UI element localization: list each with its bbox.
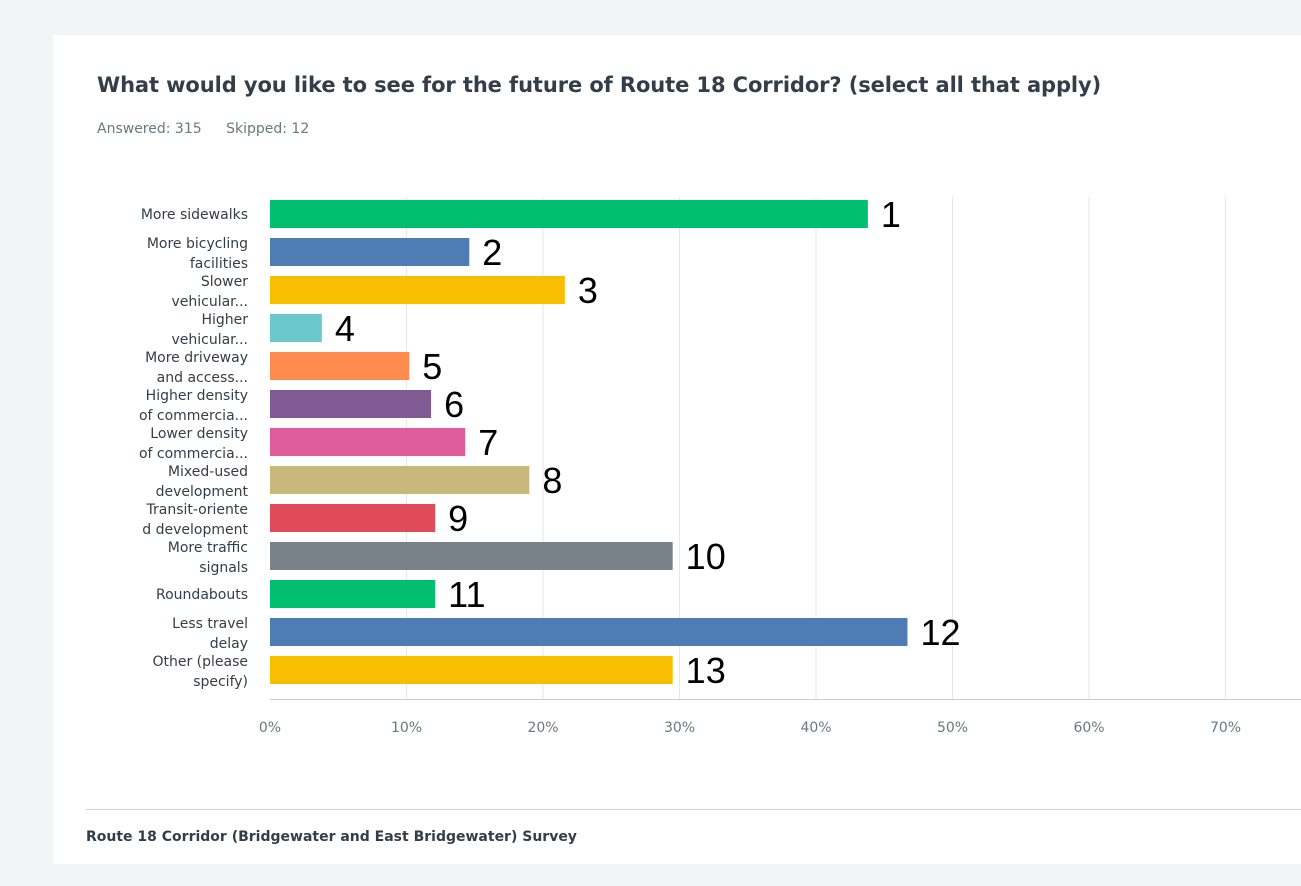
category-label: More sidewalks <box>141 207 248 223</box>
bar-number-annotation: 4 <box>335 308 355 349</box>
bar-number-annotation: 10 <box>686 536 726 577</box>
category-label: Transit-oriente d development <box>142 502 248 538</box>
question-card: What would you like to see for the futur… <box>53 35 1301 864</box>
category-label: More driveway and access... <box>145 350 248 386</box>
x-tick-label: 20% <box>527 720 558 736</box>
bar <box>270 428 466 456</box>
skipped-count: Skipped: 12 <box>226 121 310 137</box>
bar-number-annotation: 6 <box>444 384 464 425</box>
answered-count: Answered: 315 <box>97 121 202 137</box>
footer-divider <box>86 809 1301 810</box>
bar-number-annotation: 7 <box>478 422 498 463</box>
bar-number-annotation: 2 <box>482 232 502 273</box>
category-label: Other (please specify) <box>152 654 248 690</box>
category-label: Lower density of commercia... <box>139 426 248 462</box>
bar <box>270 276 565 304</box>
survey-name: Route 18 Corridor (Bridgewater and East … <box>86 829 577 845</box>
bar-number-annotation: 3 <box>578 270 598 311</box>
category-labels: More sidewalks More bicycling facilitiesSl… <box>139 207 249 690</box>
bar-number-annotation: 11 <box>448 574 485 615</box>
category-label: Slower vehicular... <box>171 274 248 310</box>
bar <box>270 352 410 380</box>
x-tick-label: 70% <box>1210 720 1241 736</box>
bar <box>270 238 470 266</box>
bar-number-annotation: 12 <box>920 612 960 653</box>
category-label: Higher vehicular... <box>171 312 248 348</box>
bar-number-annotation: 9 <box>448 498 468 539</box>
chart-gridlines <box>270 197 1301 700</box>
chart-bars <box>270 200 908 684</box>
bar <box>270 542 673 570</box>
response-stats: Answered: 315 Skipped: 12 <box>97 121 329 137</box>
question-title: What would you like to see for the futur… <box>97 73 1102 97</box>
bar <box>270 580 436 608</box>
x-tick-label: 10% <box>391 720 422 736</box>
x-axis-ticks: 0% 10% 20% 30% 40% 50% 60% 70% <box>259 720 1241 736</box>
x-tick-label: 40% <box>800 720 831 736</box>
category-label: Mixed-used development <box>156 464 249 500</box>
category-label: Higher density of commercia... <box>139 388 248 424</box>
bar <box>270 466 530 494</box>
category-label: Less travel delay <box>172 616 248 652</box>
category-label: More traffic signals <box>168 540 248 576</box>
x-tick-label: 50% <box>937 720 968 736</box>
bar <box>270 618 908 646</box>
bar <box>270 390 432 418</box>
category-label: Roundabouts <box>156 587 248 603</box>
bar-number-annotation: 1 <box>881 194 901 235</box>
bar <box>270 504 436 532</box>
bar <box>270 656 673 684</box>
bar-number-annotation: 13 <box>686 650 726 691</box>
bar <box>270 314 322 342</box>
x-tick-label: 60% <box>1073 720 1104 736</box>
bar-number-annotation: 8 <box>542 460 562 501</box>
category-label: More bicycling facilities <box>147 236 248 272</box>
x-tick-label: 30% <box>664 720 695 736</box>
bar-number-annotation: 5 <box>422 346 442 387</box>
x-tick-label: 0% <box>259 720 281 736</box>
bar <box>270 200 868 228</box>
bar-chart: More sidewalks More bicycling facilitiesSl… <box>139 194 1301 736</box>
